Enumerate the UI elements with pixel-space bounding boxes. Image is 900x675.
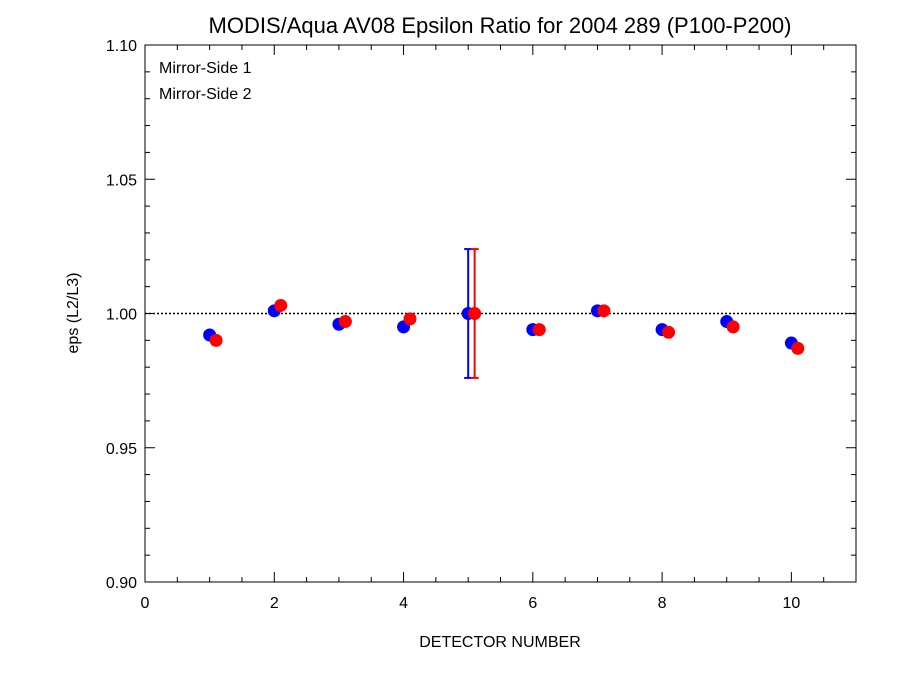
x-tick-label: 2 <box>270 595 279 612</box>
y-tick-label: 0.90 <box>106 575 137 592</box>
data-points <box>203 298 805 355</box>
axis-tick-labels: 0 2 4 6 8 10 0.90 0.95 1.00 1.05 1.10 <box>106 38 801 612</box>
legend: Mirror-Side 1 Mirror-Side 2 <box>159 60 252 103</box>
legend-label-mirror-side-1: Mirror-Side 1 <box>159 60 252 77</box>
x-tick-label: 4 <box>399 595 408 612</box>
x-tick-label: 10 <box>782 595 800 612</box>
data-point-mirror-side-2 <box>597 304 611 318</box>
axis-ticks <box>144 44 857 583</box>
y-tick-label: 1.00 <box>106 307 137 324</box>
data-point-mirror-side-2 <box>791 341 805 355</box>
data-point-mirror-side-2 <box>468 307 482 320</box>
x-axis-label: DETECTOR NUMBER <box>419 634 581 651</box>
x-tick-label: 0 <box>141 595 150 612</box>
chart-title: MODIS/Aqua AV08 Epsilon Ratio for 2004 2… <box>209 13 792 38</box>
data-point-mirror-side-2 <box>532 323 546 337</box>
data-point-mirror-side-2 <box>403 312 417 326</box>
data-point-mirror-side-2 <box>726 320 740 334</box>
legend-label-mirror-side-2: Mirror-Side 2 <box>159 86 252 103</box>
data-point-mirror-side-2 <box>274 298 288 312</box>
y-tick-label: 0.95 <box>106 441 137 458</box>
y-tick-label: 1.05 <box>106 172 137 189</box>
y-tick-label: 1.10 <box>106 38 137 55</box>
x-tick-label: 8 <box>658 595 667 612</box>
data-point-mirror-side-2 <box>662 325 676 339</box>
data-point-mirror-side-2 <box>209 333 223 347</box>
data-point-mirror-side-2 <box>338 315 352 329</box>
y-axis-label: eps (L2/L3) <box>65 273 82 354</box>
x-tick-label: 6 <box>528 595 537 612</box>
